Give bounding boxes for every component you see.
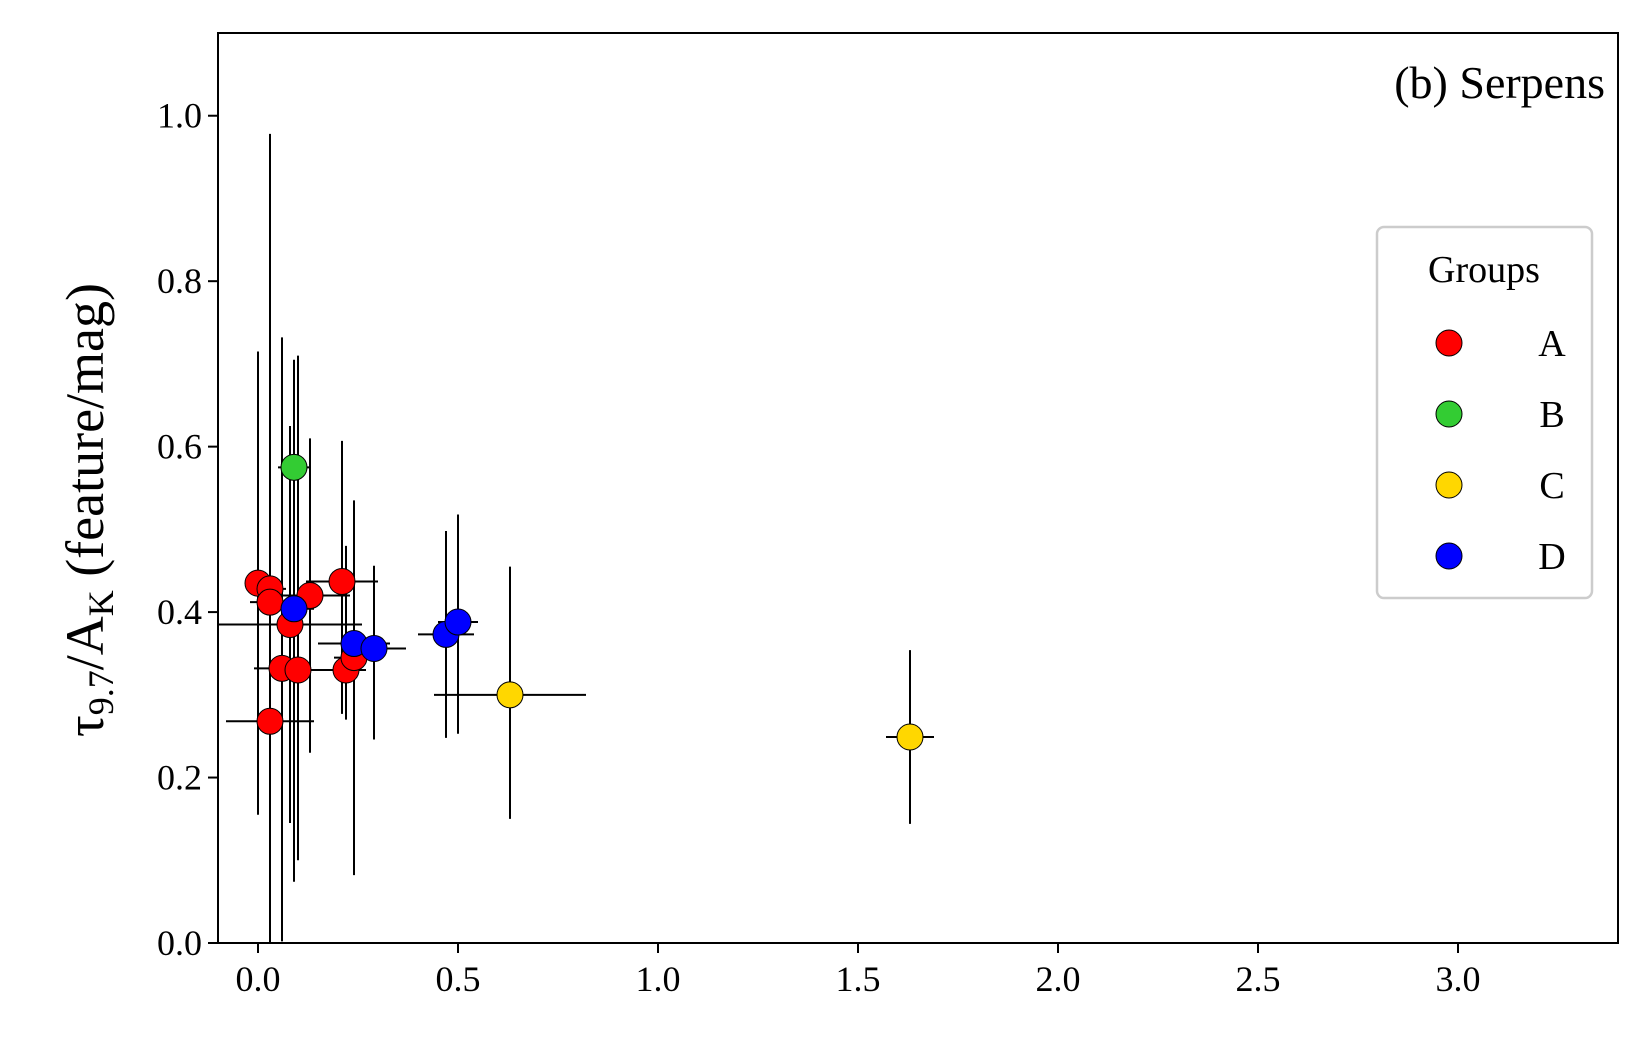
legend-label-c: C	[1539, 465, 1564, 507]
legend-marker-d	[1435, 542, 1463, 570]
data-point-group-a	[328, 567, 356, 595]
legend-label-b: B	[1539, 394, 1564, 436]
data-point-group-d	[360, 634, 388, 662]
legend-box	[1375, 225, 1594, 600]
x-tick-label: 2.0	[1036, 959, 1081, 999]
data-point-group-b	[280, 453, 308, 481]
y-tick-label: 0.0	[157, 923, 202, 963]
x-tick-label: 0.0	[236, 959, 281, 999]
legend-marker-c	[1435, 471, 1463, 499]
y-tick-label: 0.6	[157, 427, 202, 467]
y-label-tau-sub: 9.7	[81, 670, 121, 715]
legend-marker-a	[1435, 329, 1463, 357]
x-tick-label: 2.5	[1236, 959, 1281, 999]
legend-title: Groups	[1428, 249, 1540, 291]
legend-marker-b	[1435, 400, 1463, 428]
y-tick-label: 0.4	[157, 592, 202, 632]
data-point-group-a	[256, 588, 284, 616]
x-tick-label: 3.0	[1436, 959, 1481, 999]
legend-label-a: A	[1538, 323, 1566, 365]
data-point-group-d	[444, 608, 472, 636]
x-tick-label: 0.5	[436, 959, 481, 999]
x-tick-label: 1.5	[836, 959, 881, 999]
y-tick-label: 0.2	[157, 758, 202, 798]
data-point-group-a	[256, 707, 284, 735]
x-tick-label: 1.0	[636, 959, 681, 999]
y-label-tau: τ	[55, 715, 115, 737]
panel-annotation: (b) Serpens	[1394, 57, 1605, 108]
data-point-group-c	[496, 681, 524, 709]
data-point-group-c	[896, 723, 924, 751]
y-tick-label: 1.0	[157, 96, 202, 136]
data-point-group-a	[284, 656, 312, 684]
y-axis-ticks: 0.0 0.2 0.4 0.6 0.8 1.0	[157, 96, 218, 963]
data-points	[244, 453, 924, 751]
y-axis-label: τ9.7/AK (feature/mag)	[55, 283, 121, 737]
y-label-slash-a: /A	[55, 616, 115, 670]
legend-label-d: D	[1538, 536, 1565, 578]
y-label-units: (feature/mag)	[55, 283, 115, 590]
y-tick-label: 0.8	[157, 261, 202, 301]
plot-frame	[217, 32, 1619, 944]
y-label-a-sub: K	[81, 590, 121, 616]
data-point-group-d	[280, 595, 308, 623]
x-axis-ticks: 0.0 0.5 1.0 1.5 2.0 2.5 3.0	[236, 943, 1481, 999]
